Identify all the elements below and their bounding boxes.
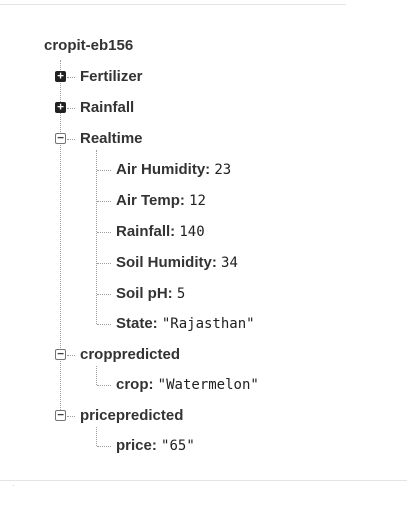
child-connector [97, 324, 111, 325]
field-air-temp[interactable]: Air Temp: 12 [116, 192, 206, 210]
field-value: 34 [221, 255, 238, 271]
node-realtime[interactable]: Realtime [80, 130, 143, 147]
realtime-connector [67, 139, 75, 140]
field-air-humidity[interactable]: Air Humidity: 23 [116, 161, 231, 179]
child-connector [97, 385, 111, 386]
realtime-guide-line [96, 150, 97, 324]
field-key: Air Humidity: [116, 161, 211, 178]
root-node-label[interactable]: cropit-eb156 [44, 37, 134, 54]
field-value: "65" [161, 438, 195, 454]
field-soil-ph[interactable]: Soil pH: 5 [116, 285, 185, 303]
node-croppredicted[interactable]: croppredicted [80, 346, 181, 363]
field-value: "Watermelon" [157, 377, 259, 393]
field-key: Rainfall: [116, 223, 176, 240]
child-connector [97, 201, 111, 202]
field-key: State: [116, 315, 158, 332]
field-state[interactable]: State: "Rajasthan" [116, 315, 255, 333]
node-fertilizer[interactable]: Fertilizer [80, 68, 143, 85]
field-crop[interactable]: crop: "Watermelon" [116, 376, 259, 394]
collapse-pricepredicted-icon[interactable]: − [55, 409, 66, 421]
field-value: 12 [189, 193, 206, 209]
child-connector [97, 263, 111, 264]
child-connector [97, 170, 111, 171]
child-connector [97, 446, 111, 447]
database-tree: cropit-eb156 + Fertilizer + Rainfall − R… [44, 37, 259, 455]
pricepredicted-connector [67, 416, 75, 417]
collapse-realtime-icon[interactable]: − [55, 132, 66, 144]
field-rainfall[interactable]: Rainfall: 140 [116, 223, 205, 241]
field-key: Soil Humidity: [116, 254, 217, 271]
node-pricepredicted[interactable]: pricepredicted [80, 407, 184, 424]
decorative-dot [13, 485, 14, 486]
expand-fertilizer-icon[interactable]: + [55, 70, 66, 82]
bottom-divider [0, 480, 407, 481]
field-key: Soil pH: [116, 285, 173, 302]
node-rainfall[interactable]: Rainfall [80, 99, 135, 116]
field-value: 140 [179, 224, 205, 240]
field-value: 5 [176, 286, 186, 302]
child-connector [97, 294, 111, 295]
top-divider [0, 4, 346, 5]
fertilizer-connector [67, 77, 75, 78]
root-guide-line [60, 60, 61, 416]
field-key: Air Temp: [116, 192, 185, 209]
croppredicted-connector [67, 355, 75, 356]
field-value: "Rajasthan" [161, 316, 255, 332]
field-soil-humidity[interactable]: Soil Humidity: 34 [116, 254, 238, 272]
child-connector [97, 232, 111, 233]
field-price[interactable]: price: "65" [116, 437, 195, 455]
collapse-croppredicted-icon[interactable]: − [55, 348, 66, 360]
field-key: crop: [116, 376, 154, 393]
pricepredicted-guide-line [96, 427, 97, 446]
field-value: 23 [214, 162, 232, 178]
field-key: price: [116, 437, 157, 454]
rainfall-connector [67, 108, 75, 109]
croppredicted-guide-line [96, 366, 97, 385]
expand-rainfall-icon[interactable]: + [55, 101, 66, 113]
